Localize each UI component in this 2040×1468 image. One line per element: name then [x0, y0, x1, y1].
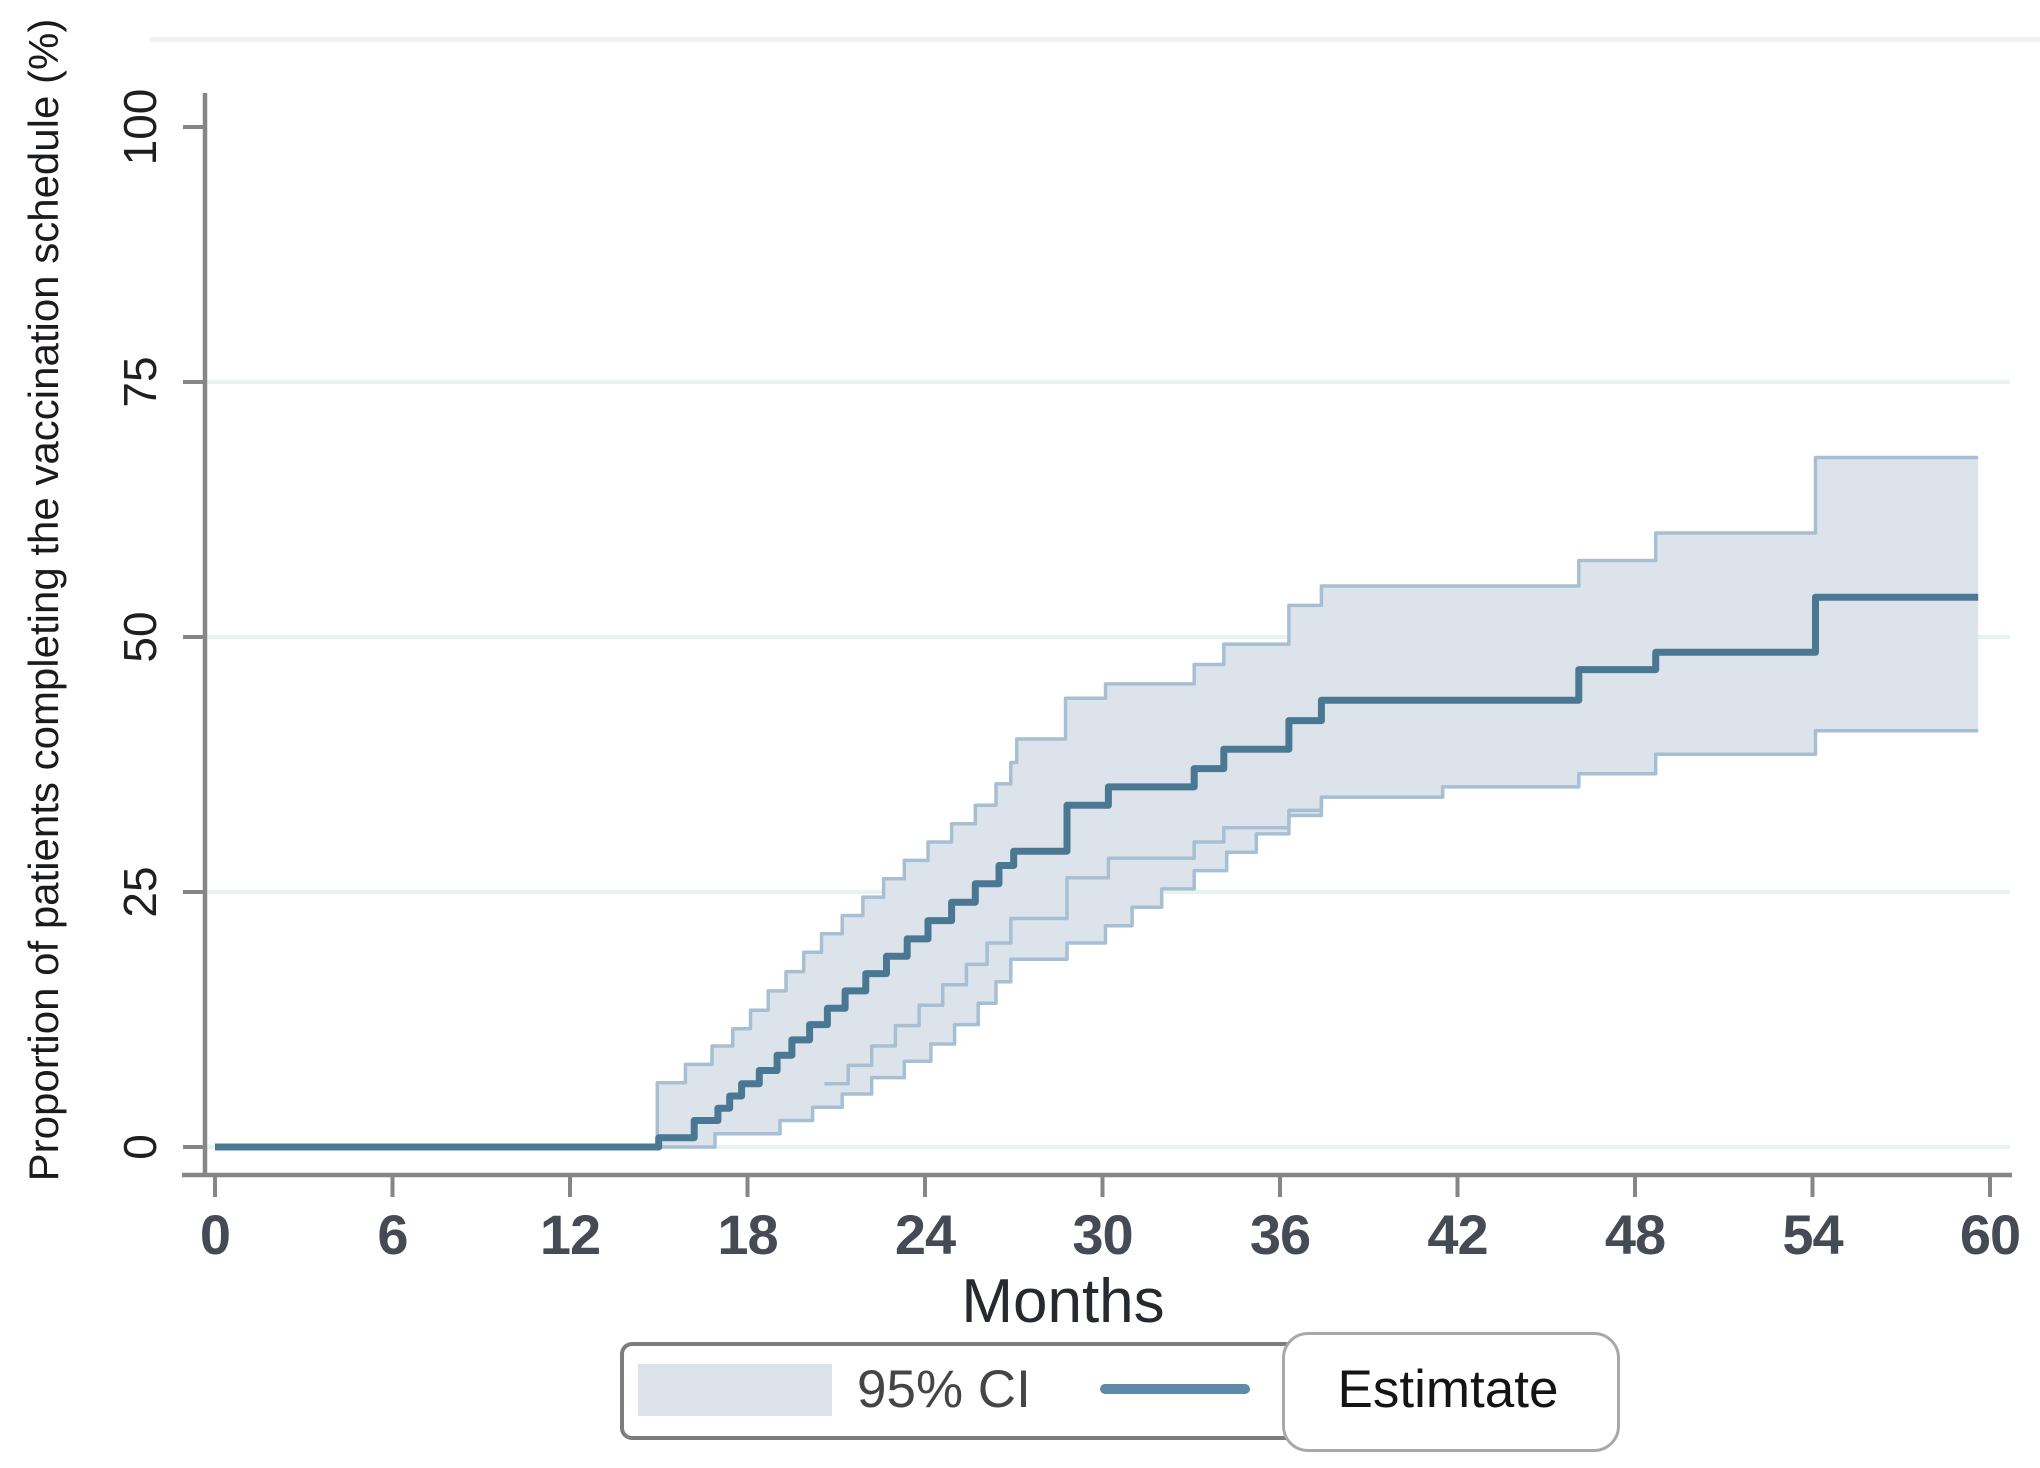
x-tick-label-36: 36 — [1249, 1203, 1311, 1266]
x-tick-label-18: 18 — [717, 1203, 778, 1266]
y-tick-label-50: 50 — [114, 611, 166, 663]
ci-upper-line — [655, 455, 1979, 1147]
legend-estimate-white-box — [1282, 1332, 1620, 1452]
y-tick-label-0: 0 — [114, 1134, 166, 1160]
x-tick-label-0: 0 — [199, 1203, 231, 1266]
ci-band — [657, 457, 1979, 1147]
x-tick-label-6: 6 — [377, 1203, 408, 1266]
plot-top-strip — [150, 37, 2040, 42]
x-tick-label-12: 12 — [539, 1203, 601, 1266]
x-axis-title: Months — [961, 1267, 1165, 1336]
y-axis-title: Proportion of patients completing the va… — [20, 18, 67, 1182]
estimate-line-swatch — [1100, 1384, 1250, 1394]
y-tick-label-75: 75 — [114, 356, 166, 408]
x-tick-label-54: 54 — [1782, 1203, 1843, 1266]
y-tick-label-25: 25 — [114, 866, 166, 918]
y-tick-label-100: 100 — [114, 88, 166, 166]
x-tick-label-24: 24 — [894, 1203, 956, 1266]
ci-lower-line — [657, 729, 1979, 1149]
legend-estimate-label: Estimtate — [1337, 1360, 1559, 1419]
legend-ci-label: 95% CI — [857, 1360, 1031, 1419]
x-tick-label-48: 48 — [1604, 1203, 1666, 1266]
x-tick-label-30: 30 — [1072, 1203, 1133, 1266]
x-tick-label-60: 60 — [1959, 1203, 2021, 1266]
ci-lower-inner-line — [824, 797, 1324, 1086]
x-tick-label-42: 42 — [1427, 1203, 1488, 1266]
ci-band-swatch — [638, 1364, 832, 1416]
estimate-line — [215, 593, 1979, 1151]
